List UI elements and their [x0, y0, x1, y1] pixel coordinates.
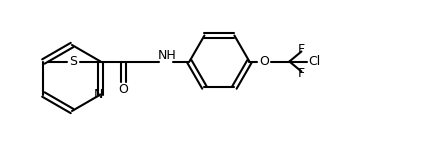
Text: S: S — [69, 55, 77, 68]
Text: O: O — [259, 55, 269, 68]
Text: F: F — [297, 67, 304, 80]
Text: Cl: Cl — [307, 55, 320, 68]
Text: NH: NH — [158, 49, 176, 62]
Text: O: O — [118, 83, 128, 96]
Text: N: N — [94, 88, 103, 101]
Text: F: F — [297, 43, 304, 56]
